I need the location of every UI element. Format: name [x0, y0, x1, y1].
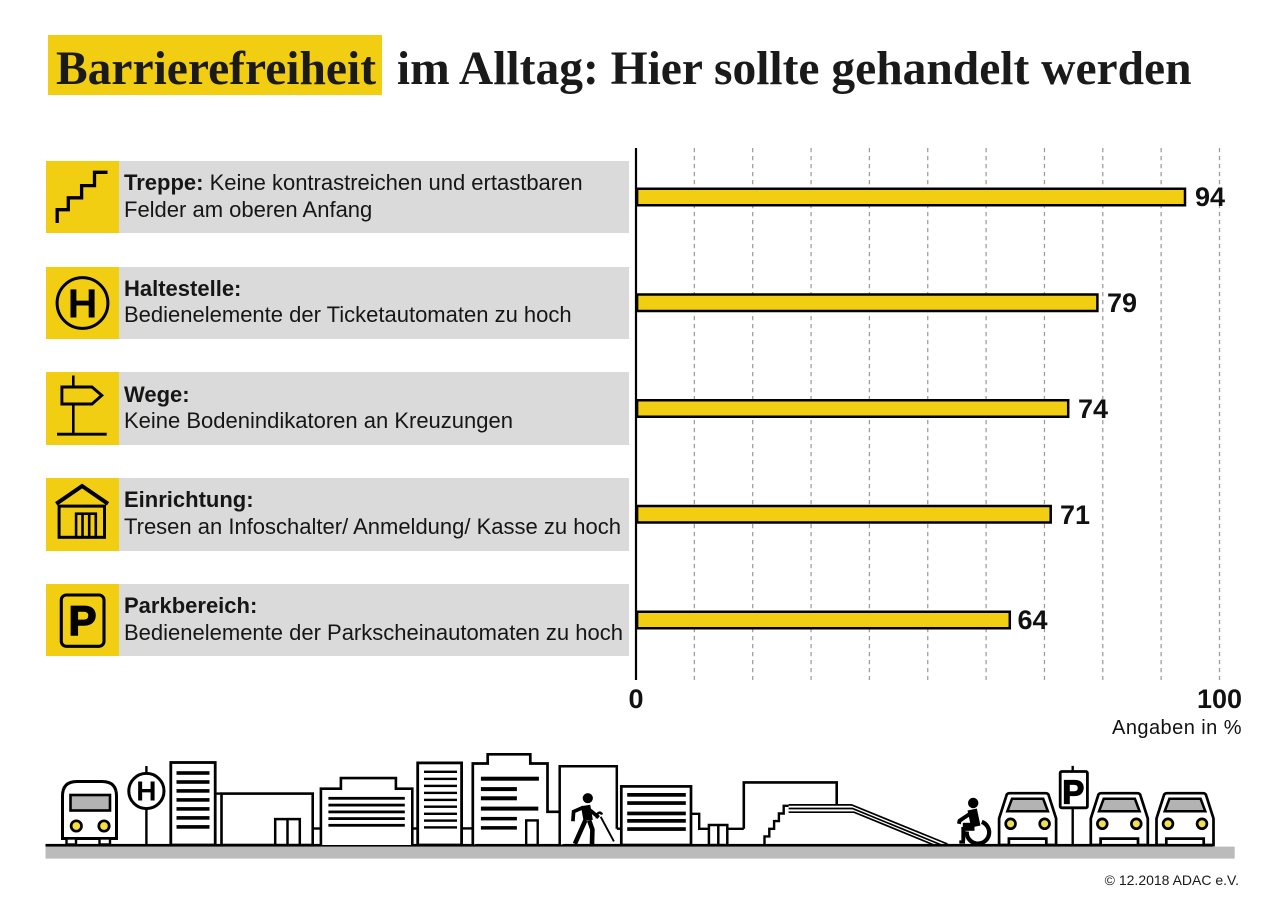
- svg-text:H: H: [136, 776, 156, 807]
- svg-text:P: P: [1062, 774, 1084, 811]
- svg-text:P: P: [68, 597, 96, 644]
- svg-text:H: H: [68, 280, 98, 326]
